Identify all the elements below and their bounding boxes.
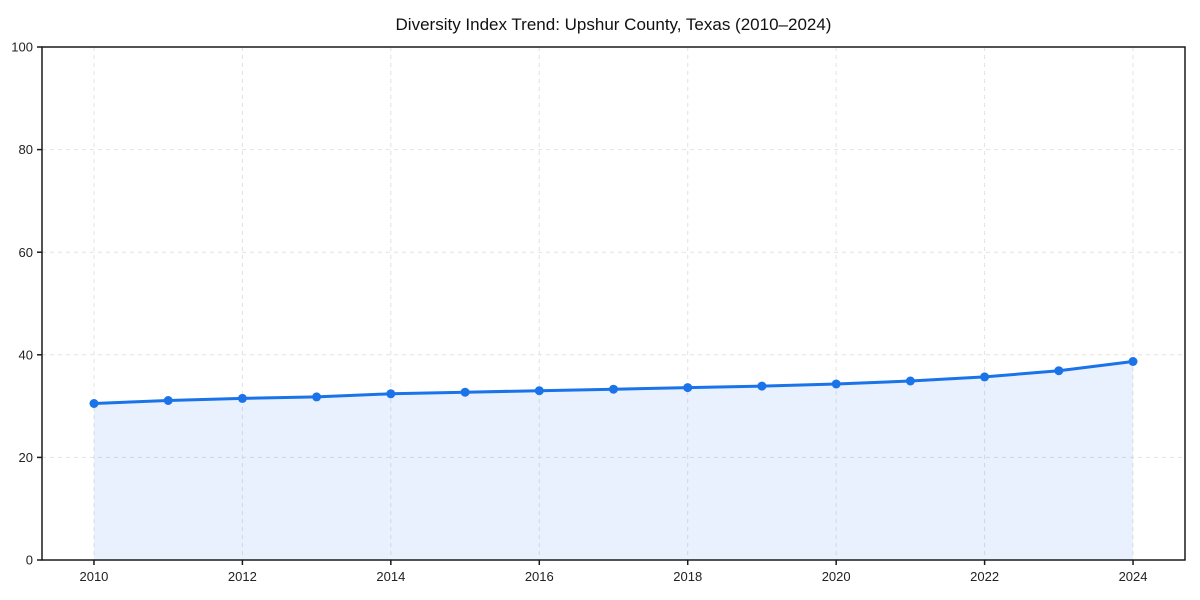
- data-point: [386, 389, 396, 399]
- x-tick-label: 2018: [673, 569, 702, 584]
- x-tick-label: 2012: [228, 569, 257, 584]
- x-tick-label: 2016: [525, 569, 554, 584]
- x-tick-label: 2014: [376, 569, 405, 584]
- y-tick-label: 20: [19, 450, 33, 465]
- x-tick-label: 2020: [822, 569, 851, 584]
- data-point: [163, 396, 173, 405]
- y-tick-label: 40: [19, 347, 33, 362]
- data-point: [534, 386, 544, 396]
- chart-title: Diversity Index Trend: Upshur County, Te…: [396, 15, 832, 34]
- y-tick-label: 60: [19, 245, 33, 260]
- data-point: [683, 383, 693, 393]
- x-tick-label: 2024: [1119, 569, 1148, 584]
- data-point: [757, 381, 767, 391]
- x-tick-label: 2022: [970, 569, 999, 584]
- plot-border: [41, 46, 1186, 561]
- area-fill: [94, 361, 1133, 560]
- y-tick-label: 100: [11, 40, 33, 55]
- data-point: [460, 387, 470, 397]
- data-point: [312, 392, 322, 402]
- data-point: [1054, 366, 1064, 376]
- y-tick-label: 0: [26, 553, 33, 568]
- data-point: [831, 379, 841, 389]
- data-point: [609, 384, 618, 394]
- data-point: [980, 372, 990, 382]
- x-tick-label: 2010: [79, 569, 108, 584]
- y-tick-label: 80: [19, 142, 33, 157]
- series-layer: [89, 357, 1138, 560]
- data-point: [237, 393, 247, 403]
- data-point: [905, 376, 915, 386]
- axes-layer: [41, 46, 1186, 561]
- ticks-layer: 0 20 40 60 80 100 2010 2012 2014 2016 2018 2020 2022…: [11, 40, 1147, 584]
- data-point: [89, 399, 99, 408]
- data-point: [1128, 357, 1138, 366]
